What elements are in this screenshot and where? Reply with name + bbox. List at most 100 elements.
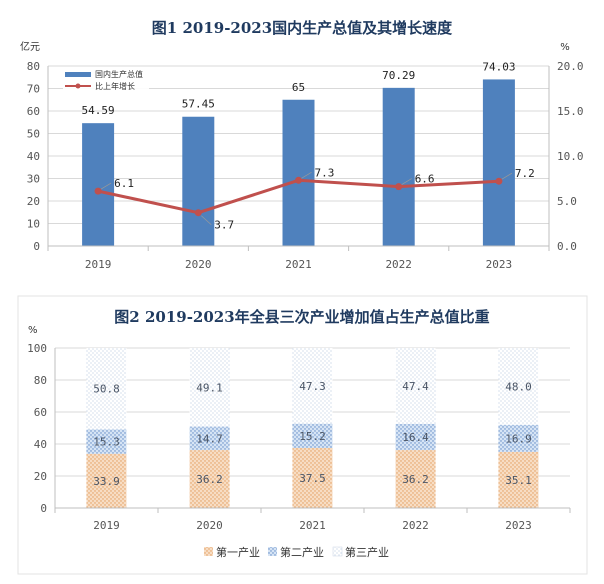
y-tick-label: 0 — [40, 502, 47, 515]
y-tick-label: 70 — [27, 83, 40, 96]
y2-tick-label: 10.0 — [557, 150, 584, 163]
y2-tick-label: 0.0 — [557, 240, 577, 253]
gdp-bar — [182, 116, 215, 246]
tertiary-industry-segment — [498, 348, 539, 425]
y2-tick-label: 20.0 — [557, 60, 584, 73]
secondary-industry-segment — [395, 423, 436, 451]
segment-value-label: 33.9 — [93, 475, 120, 488]
segment-value-label: 14.7 — [196, 432, 223, 445]
y-tick-label: 60 — [34, 406, 47, 419]
x-tick-label: 2019 — [93, 519, 120, 532]
y-tick-label: 40 — [34, 438, 47, 451]
x-tick-label: 2020 — [196, 519, 223, 532]
growth-label-leader — [100, 182, 112, 190]
chart2-border — [17, 295, 588, 575]
tertiary-industry-segment — [292, 348, 333, 424]
segment-value-label: 36.2 — [196, 473, 223, 486]
y-tick-label: 10 — [27, 218, 40, 231]
secondary-industry-segment — [498, 424, 539, 452]
primary-industry-segment — [395, 450, 436, 508]
chart1-title: 图1 2019-2023国内生产总值及其增长速度 — [152, 19, 453, 37]
legend-swatch-tertiary — [332, 546, 343, 557]
growth-label-leader — [201, 215, 212, 225]
growth-value-label: 6.6 — [415, 173, 435, 186]
y-tick-label: 80 — [34, 374, 47, 387]
growth-label-leader — [501, 172, 513, 180]
chart1-data-labels: 54.59 57.45 65 70.29 74.03 6.1 3.7 7.3 6.6 7.2 — [82, 60, 535, 231]
chart2-data-labels: 33.9 15.3 50.8 36.2 14.7 49.1 37.5 15.2 47.3 36.2… — [93, 380, 532, 488]
primary-industry-segment — [86, 453, 127, 508]
primary-industry-segment — [498, 451, 539, 508]
x-tick-label: 2023 — [505, 519, 532, 532]
chart2-axes: 0 20 40 60 80 100 2019 2020 2021 2022 2023 — [27, 342, 571, 532]
secondary-industry-segment — [189, 426, 230, 451]
y-tick-label: 40 — [27, 150, 40, 163]
x-tick-label: 2023 — [486, 258, 513, 271]
y-tick-label: 100 — [27, 342, 47, 355]
legend-swatch-gdp — [65, 72, 91, 77]
chart1-bars — [82, 79, 515, 247]
legend-swatch-primary — [204, 547, 213, 556]
x-tick-label: 2022 — [402, 519, 429, 532]
legend-label-primary: 第一产业 — [216, 545, 260, 559]
gdp-value-label: 70.29 — [382, 69, 415, 82]
growth-point — [194, 209, 202, 217]
y-tick-label: 20 — [34, 470, 47, 483]
y-tick-label: 60 — [27, 105, 40, 118]
legend-label-growth: 比上年增长 — [95, 81, 135, 91]
chart1-left-unit: 亿元 — [20, 40, 40, 53]
gdp-value-label: 65 — [292, 81, 305, 94]
segment-value-label: 16.4 — [402, 431, 429, 444]
x-tick-label: 2020 — [185, 258, 212, 271]
x-tick-label: 2019 — [85, 258, 112, 271]
gdp-bar — [382, 87, 415, 246]
segment-value-label: 50.8 — [93, 383, 120, 396]
growth-point — [495, 177, 503, 185]
legend-label-gdp: 国内生产总值 — [95, 69, 143, 79]
y2-tick-label: 15.0 — [557, 105, 584, 118]
growth-point — [94, 187, 102, 195]
segment-value-label: 35.1 — [505, 474, 532, 487]
y-tick-label: 50 — [27, 128, 40, 141]
segment-value-label: 15.3 — [93, 436, 120, 449]
gdp-value-label: 57.45 — [182, 98, 215, 111]
gdp-value-label: 74.03 — [482, 60, 515, 73]
x-tick-label: 2021 — [299, 519, 326, 532]
tertiary-industry-segment — [395, 348, 436, 424]
segment-value-label: 16.9 — [505, 432, 532, 445]
chart2-stacked-bars — [86, 348, 539, 508]
growth-value-label: 7.2 — [515, 167, 535, 180]
gdp-bar — [282, 99, 315, 246]
tertiary-industry-segment — [86, 348, 127, 430]
y-tick-label: 0 — [33, 240, 40, 253]
chart1-right-unit: % — [560, 42, 570, 53]
y-tick-label: 20 — [27, 195, 40, 208]
chart1-growth-line — [94, 176, 503, 217]
y2-tick-label: 5.0 — [557, 195, 577, 208]
primary-industry-segment — [189, 450, 230, 508]
x-tick-label: 2021 — [285, 258, 312, 271]
y-tick-label: 30 — [27, 173, 40, 186]
growth-point — [295, 176, 302, 184]
segment-value-label: 48.0 — [505, 380, 532, 393]
primary-industry-segment — [292, 448, 333, 508]
segment-value-label: 15.2 — [299, 430, 326, 443]
gdp-bar — [482, 79, 515, 247]
segment-value-label: 49.1 — [196, 381, 223, 394]
gdp-value-label: 54.59 — [82, 104, 115, 117]
legend-label-secondary: 第二产业 — [280, 545, 324, 559]
y-tick-label: 80 — [27, 60, 40, 73]
secondary-industry-segment — [86, 429, 127, 454]
chart2-title: 图2 2019-2023年全县三次产业增加值占生产总值比重 — [114, 308, 489, 326]
growth-value-label: 6.1 — [114, 177, 134, 190]
chart1-legend: 国内生产总值 比上年增长 — [63, 68, 149, 92]
secondary-industry-segment — [292, 423, 333, 448]
tertiary-industry-segment — [189, 348, 230, 427]
growth-value-label: 3.7 — [214, 219, 234, 232]
segment-value-label: 47.4 — [402, 380, 429, 393]
growth-value-label: 7.3 — [315, 166, 335, 179]
segment-value-label: 36.2 — [402, 473, 429, 486]
legend-marker-growth — [75, 83, 81, 89]
chart2-left-unit: % — [28, 325, 38, 336]
x-tick-label: 2022 — [385, 258, 412, 271]
